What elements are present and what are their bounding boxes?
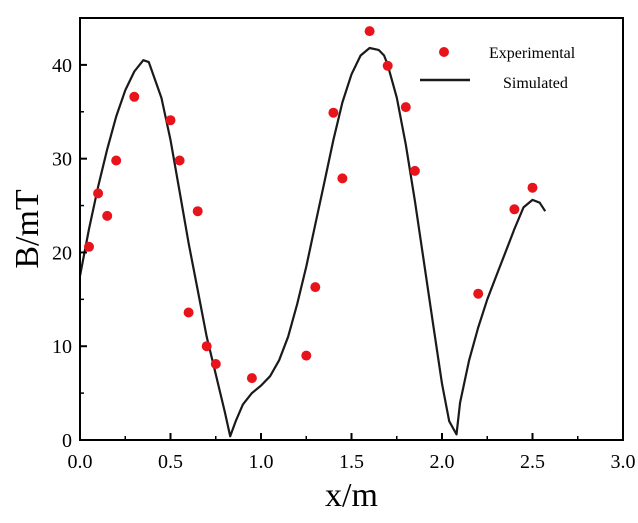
experimental-point	[382, 60, 393, 71]
x-tick-label: 2.0	[430, 451, 455, 473]
experimental-point	[527, 182, 538, 193]
experimental-point	[192, 206, 203, 217]
experimental-point	[183, 307, 194, 318]
y-tick-label: 10	[52, 336, 72, 358]
simulated-line	[78, 46, 547, 438]
experimental-point	[409, 165, 420, 176]
x-tick-label: 3.0	[611, 451, 636, 473]
experimental-point	[174, 155, 185, 166]
experimental-series-layer	[84, 26, 538, 384]
experimental-point	[364, 26, 375, 37]
legend: Experimental Simulated	[420, 45, 576, 92]
y-tick-label: 40	[52, 55, 72, 77]
experimental-point	[337, 173, 348, 184]
experimental-point	[93, 188, 104, 199]
experimental-point	[111, 155, 122, 166]
experimental-point	[310, 282, 321, 293]
x-axis-title: x/m	[325, 477, 378, 514]
y-tick-label: 0	[62, 430, 72, 452]
x-tick-label: 2.5	[520, 451, 545, 473]
experimental-point	[400, 102, 411, 113]
axis-ticks: 0.0 0.5 1.0 1.5 2.0 2.5 3.0 0 10 20 30 40	[52, 17, 636, 473]
x-tick-label: 0.0	[68, 451, 93, 473]
experimental-point	[246, 373, 257, 384]
experimental-point	[129, 91, 140, 102]
simulated-series-layer	[78, 46, 547, 438]
x-tick-label: 1.5	[339, 451, 364, 473]
legend-experimental-marker	[439, 47, 449, 57]
experimental-point	[165, 115, 176, 126]
experimental-point	[102, 210, 113, 221]
x-tick-label: 0.5	[158, 451, 183, 473]
experimental-point	[84, 241, 94, 252]
legend-simulated-label: Simulated	[503, 75, 568, 92]
experimental-point	[328, 107, 339, 118]
experimental-point	[210, 359, 221, 369]
x-tick-label: 1.0	[249, 451, 274, 473]
y-axis-title: B/mT	[9, 189, 46, 269]
experimental-point	[509, 204, 520, 215]
legend-experimental-label: Experimental	[489, 45, 576, 62]
experimental-point	[473, 288, 484, 299]
experimental-point	[201, 341, 212, 352]
experimental-point	[301, 350, 312, 361]
y-tick-label: 20	[52, 242, 72, 264]
y-tick-label: 30	[52, 149, 72, 171]
